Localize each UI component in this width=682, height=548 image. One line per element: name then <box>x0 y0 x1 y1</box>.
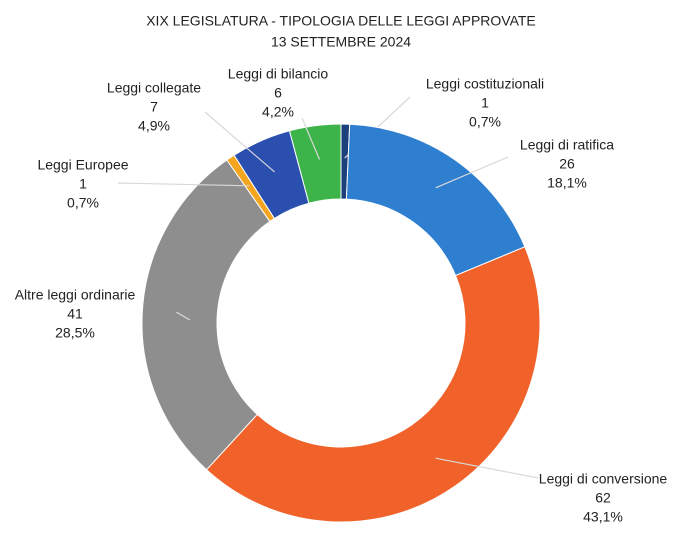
slice-percent: 0,7% <box>67 195 99 211</box>
chart-title: XIX LEGISLATURA - TIPOLOGIA DELLE LEGGI … <box>146 13 536 29</box>
slice-percent: 0,7% <box>469 114 501 130</box>
slice-value: 1 <box>481 95 489 111</box>
slice-label: Leggi collegate <box>107 80 201 96</box>
slice-value: 7 <box>150 99 158 115</box>
slice-percent: 18,1% <box>547 175 587 191</box>
slice-value: 6 <box>274 85 282 101</box>
slice <box>205 246 541 523</box>
slice-label: Leggi costituzionali <box>426 76 544 92</box>
slice-label: Leggi di bilancio <box>228 66 329 82</box>
slice <box>141 159 271 471</box>
slice-label: Leggi di ratifica <box>520 137 614 153</box>
slice-percent: 43,1% <box>583 509 623 525</box>
chart-subtitle: 13 SETTEMBRE 2024 <box>271 34 411 50</box>
slice-percent: 4,2% <box>262 104 294 120</box>
leader-line <box>301 117 321 160</box>
leader-line <box>176 311 191 321</box>
slice-value: 41 <box>67 306 83 322</box>
slice <box>345 123 526 277</box>
leader-line <box>117 182 250 187</box>
slice-label: Altre leggi ordinarie <box>15 287 136 303</box>
leader-line <box>435 156 509 189</box>
slice <box>288 123 342 204</box>
leader-line <box>204 111 275 173</box>
slice-label: Leggi di conversione <box>539 471 668 487</box>
slice-label: Leggi Europee <box>37 157 128 173</box>
slice-value: 62 <box>595 490 611 506</box>
slice-value: 1 <box>79 176 87 192</box>
slice-percent: 4,9% <box>138 118 170 134</box>
slice-percent: 28,5% <box>55 325 95 341</box>
leader-line <box>435 457 539 479</box>
slice-value: 26 <box>559 156 575 172</box>
